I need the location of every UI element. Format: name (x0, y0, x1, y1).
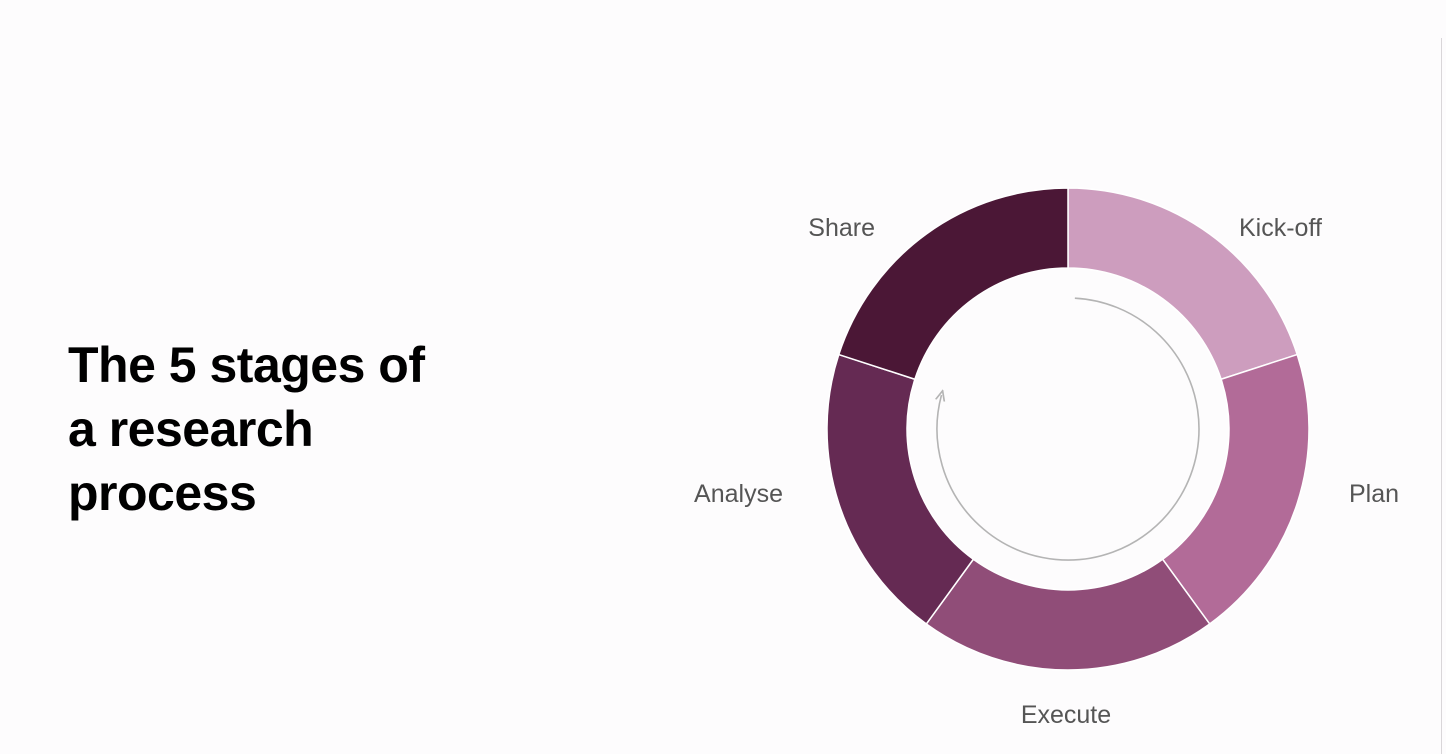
slide-title: The 5 stages of a research process (68, 333, 488, 525)
slide-title-line-1: The 5 stages of (68, 337, 425, 393)
segment-share (837, 187, 1069, 381)
clockwise-arrow-icon (937, 297, 1200, 561)
stage-label-kick-off: Kick-off (1239, 214, 1322, 242)
slide-title-line-2: a research (68, 401, 314, 457)
segment-execute (925, 558, 1211, 671)
cycle-segments (826, 187, 1310, 671)
stage-label-analyse: Analyse (694, 480, 783, 508)
stage-label-share: Share (808, 214, 875, 242)
stage-label-plan: Plan (1349, 480, 1399, 508)
slide-edge-divider (1441, 38, 1442, 754)
slide-title-line-3: process (68, 465, 257, 521)
stage-label-execute: Execute (1021, 701, 1111, 729)
